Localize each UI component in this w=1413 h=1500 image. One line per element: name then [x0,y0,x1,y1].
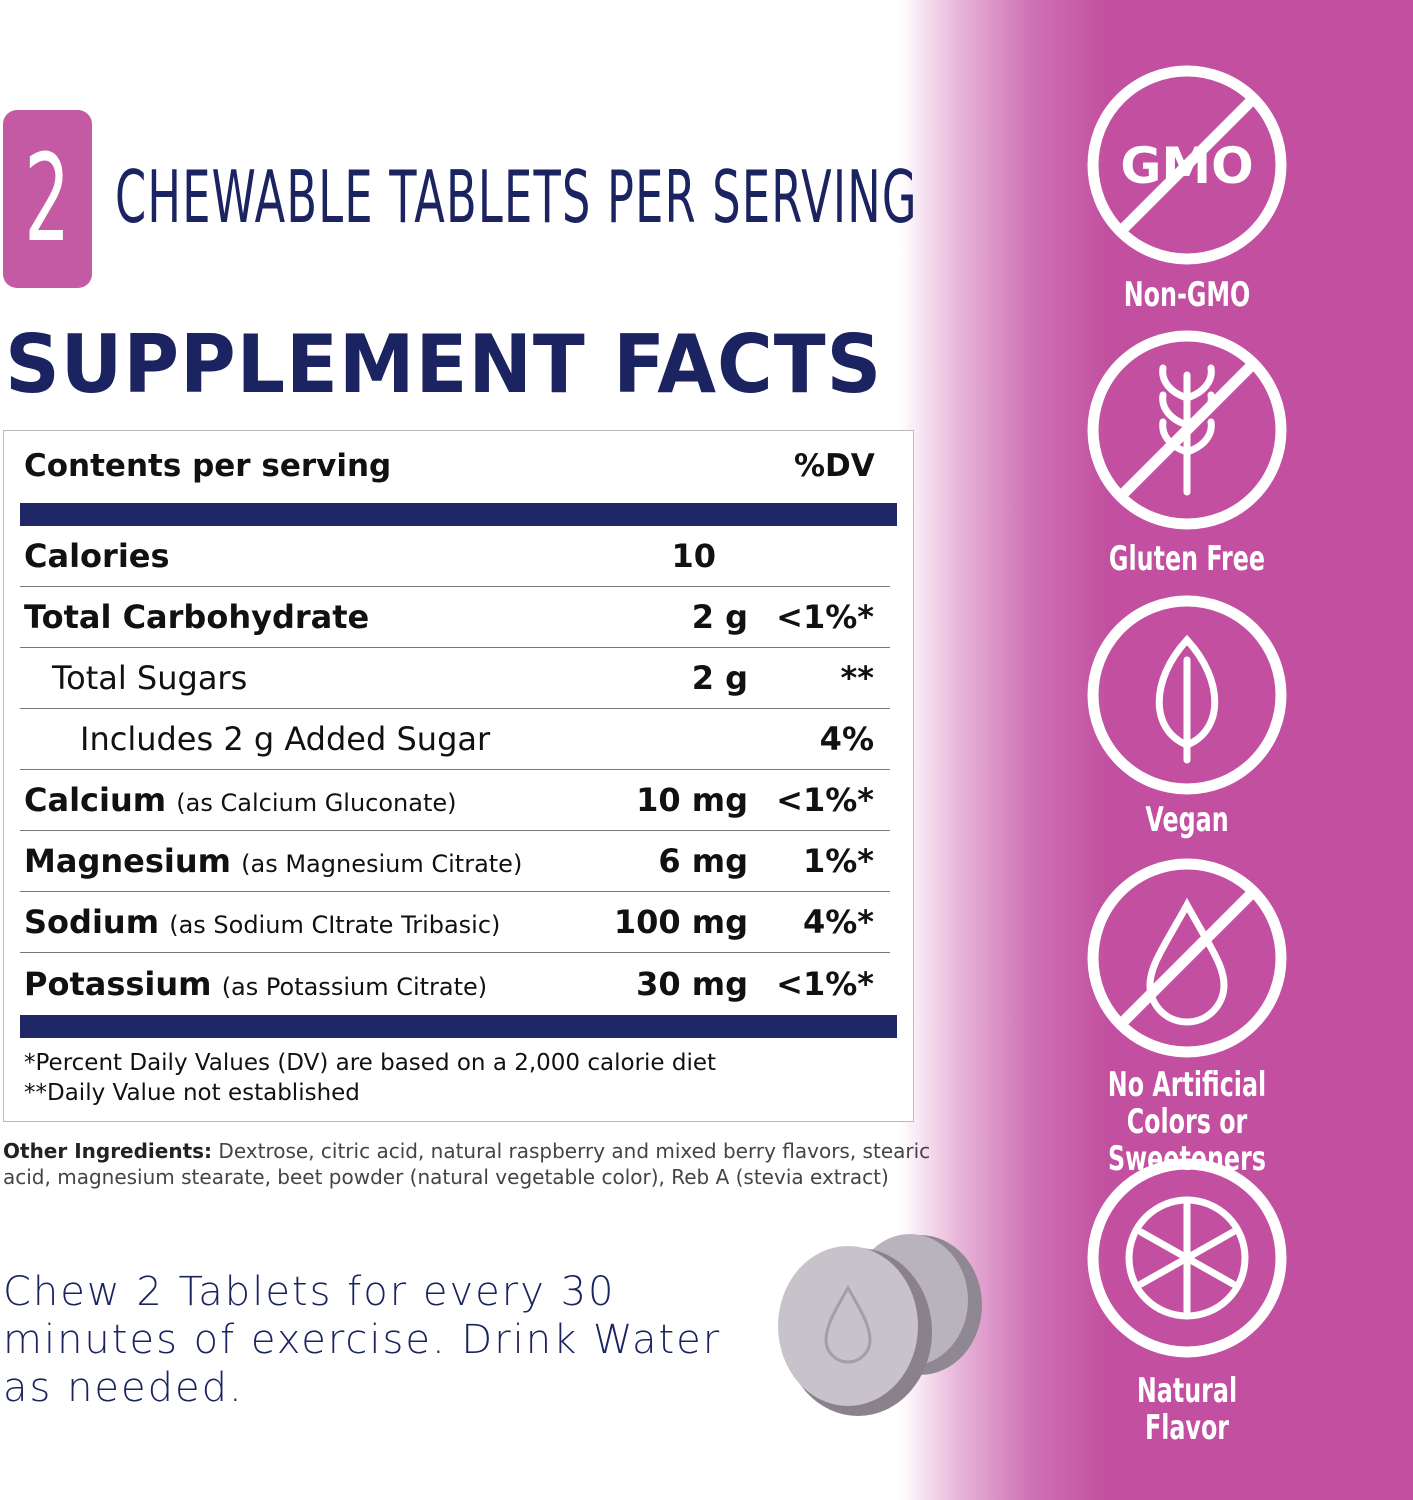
table-row: Calories 10 [20,526,890,587]
title: SUPPLEMENT FACTS [5,318,883,411]
nutrient: Calcium (as Calcium Gluconate) [24,781,457,819]
nutrient: Total Carbohydrate [24,598,369,636]
nutrient-name: Total Carbohydrate [24,598,370,636]
nutrient-source: (as Calcium Gluconate) [176,789,457,817]
badge-label: No Artificial Colors or Sweeteners [1107,1065,1267,1179]
table-row: Total Sugars 2 g ** [20,648,890,709]
table-row: Magnesium (as Magnesium Citrate) 6 mg 1%* [20,831,890,892]
daily-value: 4%* [802,903,874,941]
nutrient-name: Total Sugars [52,659,248,697]
amount: 10 [671,537,716,575]
text: Dextrose, citric acid, natural raspberry… [3,1139,931,1189]
nutrient-source: (as Magnesium Citrate) [241,850,523,878]
daily-value: 4% [819,720,874,758]
amount: 6 mg [658,842,748,880]
footnote: **Daily Value not established [24,1080,360,1106]
tablets-image [778,1234,982,1416]
nutrient-name: Includes 2 g Added Sugar [80,720,491,758]
table-row: Includes 2 g Added Sugar 4% [20,709,890,770]
daily-value: <1%* [776,964,874,1003]
nutrient-source: (as Sodium CItrate Tribasic) [169,911,501,939]
amount: 30 mg [636,964,748,1003]
serving-text: CHEWABLE TABLETS PER SERVING [115,155,918,239]
nutrient-name: Calcium [24,781,167,819]
serving-count-box: 2 [3,110,92,288]
badge-label: Natural Flavor [1136,1371,1238,1448]
badge-label: Gluten Free [1108,539,1266,579]
facts-table [3,430,914,1122]
divider-bar [20,503,897,526]
nutrient: Calories [24,537,170,575]
table-row: Total Carbohydrate 2 g <1%* [20,587,890,648]
nutrient-name: Calories [24,537,170,575]
daily-value: <1%* [776,781,874,819]
amount: 2 g [691,659,748,697]
table-header: %DV [794,448,875,484]
table-header: Contents per serving [24,448,392,484]
nutrient-source: (as Potassium Citrate) [221,972,488,1001]
nutrient-name: Sodium [24,903,160,941]
table-row: Sodium (as Sodium CItrate Tribasic) 100 m… [20,892,890,953]
other-ingredients: Other Ingredients: Dextrose, citric acid… [3,1138,938,1190]
table-row: Potassium (as Potassium Citrate) 30 mg <1%… [20,953,890,1014]
amount: 2 g [691,598,748,636]
daily-value: 1%* [802,842,874,880]
serving-count: 2 [24,129,71,269]
gmo-text: GMO [1120,137,1253,195]
nutrient: Includes 2 g Added Sugar [80,720,490,758]
table-row: Calcium (as Calcium Gluconate) 10 mg <1%* [20,770,890,831]
nutrient: Sodium (as Sodium CItrate Tribasic) [24,903,500,941]
label: Other Ingredients: [3,1139,213,1163]
badge-label: Vegan [1145,800,1229,840]
divider-bar [20,1015,897,1038]
nutrient: Total Sugars [52,659,247,697]
amount: 100 mg [613,903,748,941]
nutrient: Magnesium (as Magnesium Citrate) [24,842,522,880]
nutrient: Potassium (as Potassium Citrate) [24,965,487,1003]
daily-value: <1%* [776,598,874,636]
daily-value: ** [840,659,874,697]
nutrient-name: Magnesium [24,842,231,880]
badge-label: Non-GMO [1123,275,1251,315]
amount: 10 mg [636,781,748,819]
nutrient-name: Potassium [24,964,212,1003]
directions: Chew 2 Tablets for every 30 minutes of e… [3,1269,722,1411]
footnote: *Percent Daily Values (DV) are based on … [24,1050,717,1076]
